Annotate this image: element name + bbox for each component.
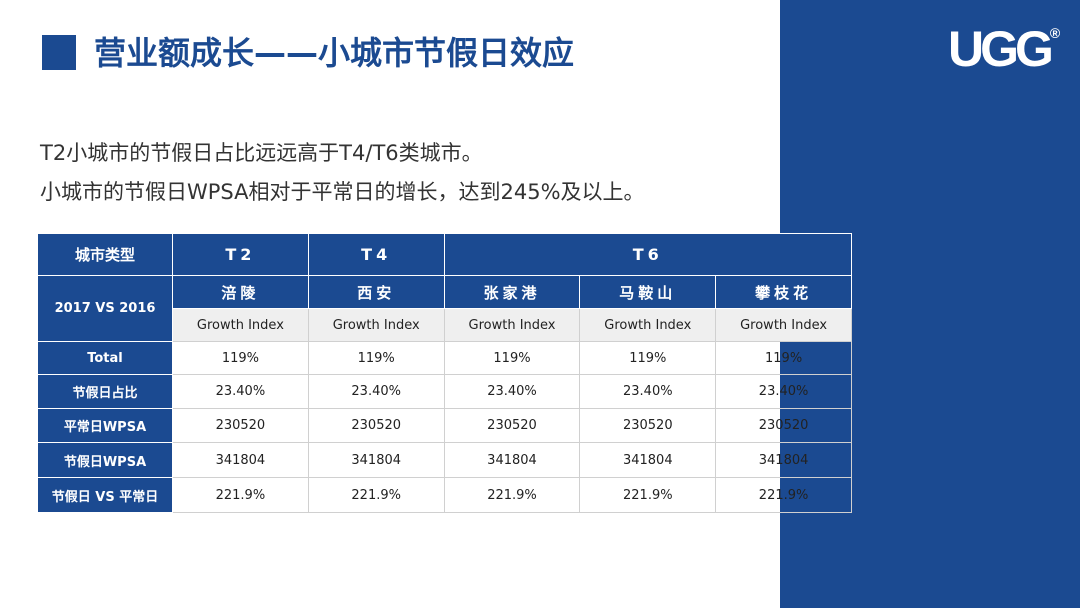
cell: 23.40% bbox=[715, 374, 852, 409]
cell: 221.9% bbox=[443, 477, 581, 513]
cell: 119% bbox=[172, 341, 309, 375]
cell: 节假日占比 bbox=[37, 374, 173, 409]
cell: 119% bbox=[307, 341, 445, 375]
cell: 341804 bbox=[579, 442, 717, 478]
cell: 节假日WPSA bbox=[37, 442, 173, 478]
header-cell: T6 bbox=[443, 233, 853, 276]
row: Total 119% 119% 119% 119% 119% bbox=[37, 341, 852, 375]
title-marker bbox=[42, 35, 76, 70]
logo-mark: ® bbox=[1049, 25, 1061, 41]
row: 平常日WPSA 230520 230520 230520 230520 230520 bbox=[37, 408, 852, 443]
table: 城市类型 T2 T4 T6 2017 VS 2016 涪陵 西安 张家港 马鞍山 攀枝花… bbox=[37, 233, 853, 513]
cell: 221.9% bbox=[172, 477, 309, 513]
cell: 221.9% bbox=[715, 477, 852, 513]
note: 小城市的节假日WPSA相对于平常日的增长，达到245%及以上。 bbox=[40, 180, 645, 204]
cell: Total bbox=[37, 341, 173, 375]
logo: UGG® bbox=[948, 20, 1060, 78]
cell: 23.40% bbox=[443, 374, 581, 409]
cell: 230520 bbox=[172, 408, 309, 443]
cell: 攀枝花 bbox=[715, 275, 852, 309]
cell: Growth Index bbox=[307, 308, 445, 342]
cell: 341804 bbox=[443, 442, 581, 478]
cell: 230520 bbox=[579, 408, 717, 443]
header-cell: T4 bbox=[307, 233, 445, 276]
cell: 230520 bbox=[443, 408, 581, 443]
header-cell: 城市类型 bbox=[37, 233, 173, 276]
cell: 119% bbox=[715, 341, 852, 375]
cell: 平常日WPSA bbox=[37, 408, 173, 443]
cell: 341804 bbox=[307, 442, 445, 478]
logo-text: UGG bbox=[948, 21, 1054, 77]
cell: 119% bbox=[579, 341, 717, 375]
cell: 23.40% bbox=[307, 374, 445, 409]
cell: Growth Index bbox=[172, 308, 309, 342]
cell: Growth Index bbox=[443, 308, 581, 342]
cell: Growth Index bbox=[715, 308, 852, 342]
cell: 马鞍山 bbox=[579, 275, 717, 309]
cell: 230520 bbox=[307, 408, 445, 443]
title: 营业额成长——小城市节假日效应 bbox=[94, 34, 575, 72]
cell: 119% bbox=[443, 341, 581, 375]
cell: 341804 bbox=[715, 442, 852, 478]
cell: 23.40% bbox=[579, 374, 717, 409]
header-cell: 2017 VS 2016 bbox=[37, 275, 173, 342]
cell: 涪陵 bbox=[172, 275, 309, 309]
cell: 张家港 bbox=[443, 275, 581, 309]
row: 节假日占比 23.40% 23.40% 23.40% 23.40% 23.40% bbox=[37, 374, 852, 409]
header-cell: T2 bbox=[172, 233, 309, 276]
cell: 341804 bbox=[172, 442, 309, 478]
note: T2小城市的节假日占比远远高于T4/T6类城市。 bbox=[40, 141, 483, 165]
cell: 221.9% bbox=[307, 477, 445, 513]
cell: 230520 bbox=[715, 408, 852, 443]
cell: 节假日 VS 平常日 bbox=[37, 477, 173, 513]
cell: Growth Index bbox=[579, 308, 717, 342]
row: 节假日 VS 平常日 221.9% 221.9% 221.9% 221.9% 221.9% bbox=[37, 477, 852, 513]
cell: 221.9% bbox=[579, 477, 717, 513]
cell: 23.40% bbox=[172, 374, 309, 409]
row: 节假日WPSA 341804 341804 341804 341804 341804 bbox=[37, 442, 852, 478]
cell: 西安 bbox=[307, 275, 445, 309]
